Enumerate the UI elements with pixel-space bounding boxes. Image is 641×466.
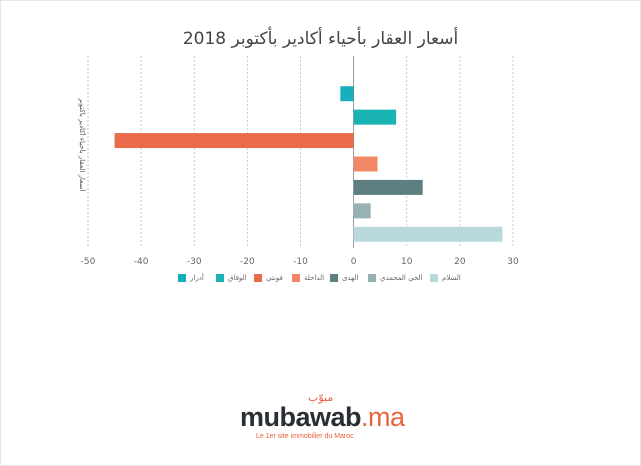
legend-swatch bbox=[178, 274, 186, 282]
logo-name: mubawab bbox=[240, 402, 362, 432]
x-tick-label: -30 bbox=[187, 257, 202, 267]
legend-label: فونتي bbox=[266, 274, 283, 282]
x-tick-label: -10 bbox=[293, 257, 308, 267]
legend-label: السلام bbox=[442, 274, 461, 282]
legend-label: الهدى bbox=[342, 274, 359, 282]
legend-label: الوفاق bbox=[228, 274, 247, 282]
logo-wordmark: mubawab.ma bbox=[240, 402, 405, 433]
bar-1 bbox=[340, 86, 354, 102]
bar-7 bbox=[353, 226, 503, 242]
bar-chart: -50 -40 -30 -20 -10 0 10 20 30 bbox=[81, 56, 519, 267]
legend-swatch bbox=[430, 274, 438, 282]
x-tick-label: -50 bbox=[81, 257, 96, 267]
legend-swatch bbox=[216, 274, 224, 282]
legend-label: الحي المحمدي bbox=[380, 274, 423, 282]
legend-label: الداخلة bbox=[304, 274, 325, 282]
y-axis-label: أسعار العقار بأحياء أكادير بأكتوبر bbox=[78, 98, 86, 192]
chart-title: أسعار العقار بأحياء أكادير بأكتوبر 2018 bbox=[182, 29, 459, 49]
bar-5 bbox=[353, 179, 423, 195]
bar-3 bbox=[114, 133, 354, 149]
logo-arabic-text: مبوّب bbox=[308, 391, 334, 404]
legend-swatch bbox=[292, 274, 300, 282]
mubawab-logo: مبوّب mubawab.ma Le 1er site immobilier … bbox=[232, 391, 412, 444]
bar-4 bbox=[353, 156, 378, 172]
legend-swatch bbox=[330, 274, 338, 282]
legend-swatch bbox=[254, 274, 262, 282]
x-tick-label: 20 bbox=[454, 257, 466, 267]
chart-legend: أدرار الوفاق فونتي الداخلة الهدى الحي المحمدي… bbox=[175, 271, 475, 287]
logo-tagline: Le 1er site immobilier du Maroc bbox=[256, 433, 354, 440]
x-tick-label: -40 bbox=[134, 257, 149, 267]
legend-swatch bbox=[368, 274, 376, 282]
logo-suffix: .ma bbox=[361, 402, 405, 432]
x-tick-label: 0 bbox=[351, 257, 357, 267]
bar-6 bbox=[353, 203, 371, 219]
x-tick-label: -20 bbox=[240, 257, 255, 267]
legend-label: أدرار bbox=[190, 274, 204, 282]
x-tick-label: 30 bbox=[507, 257, 519, 267]
x-tick-label: 10 bbox=[401, 257, 413, 267]
bar-2 bbox=[353, 109, 397, 125]
